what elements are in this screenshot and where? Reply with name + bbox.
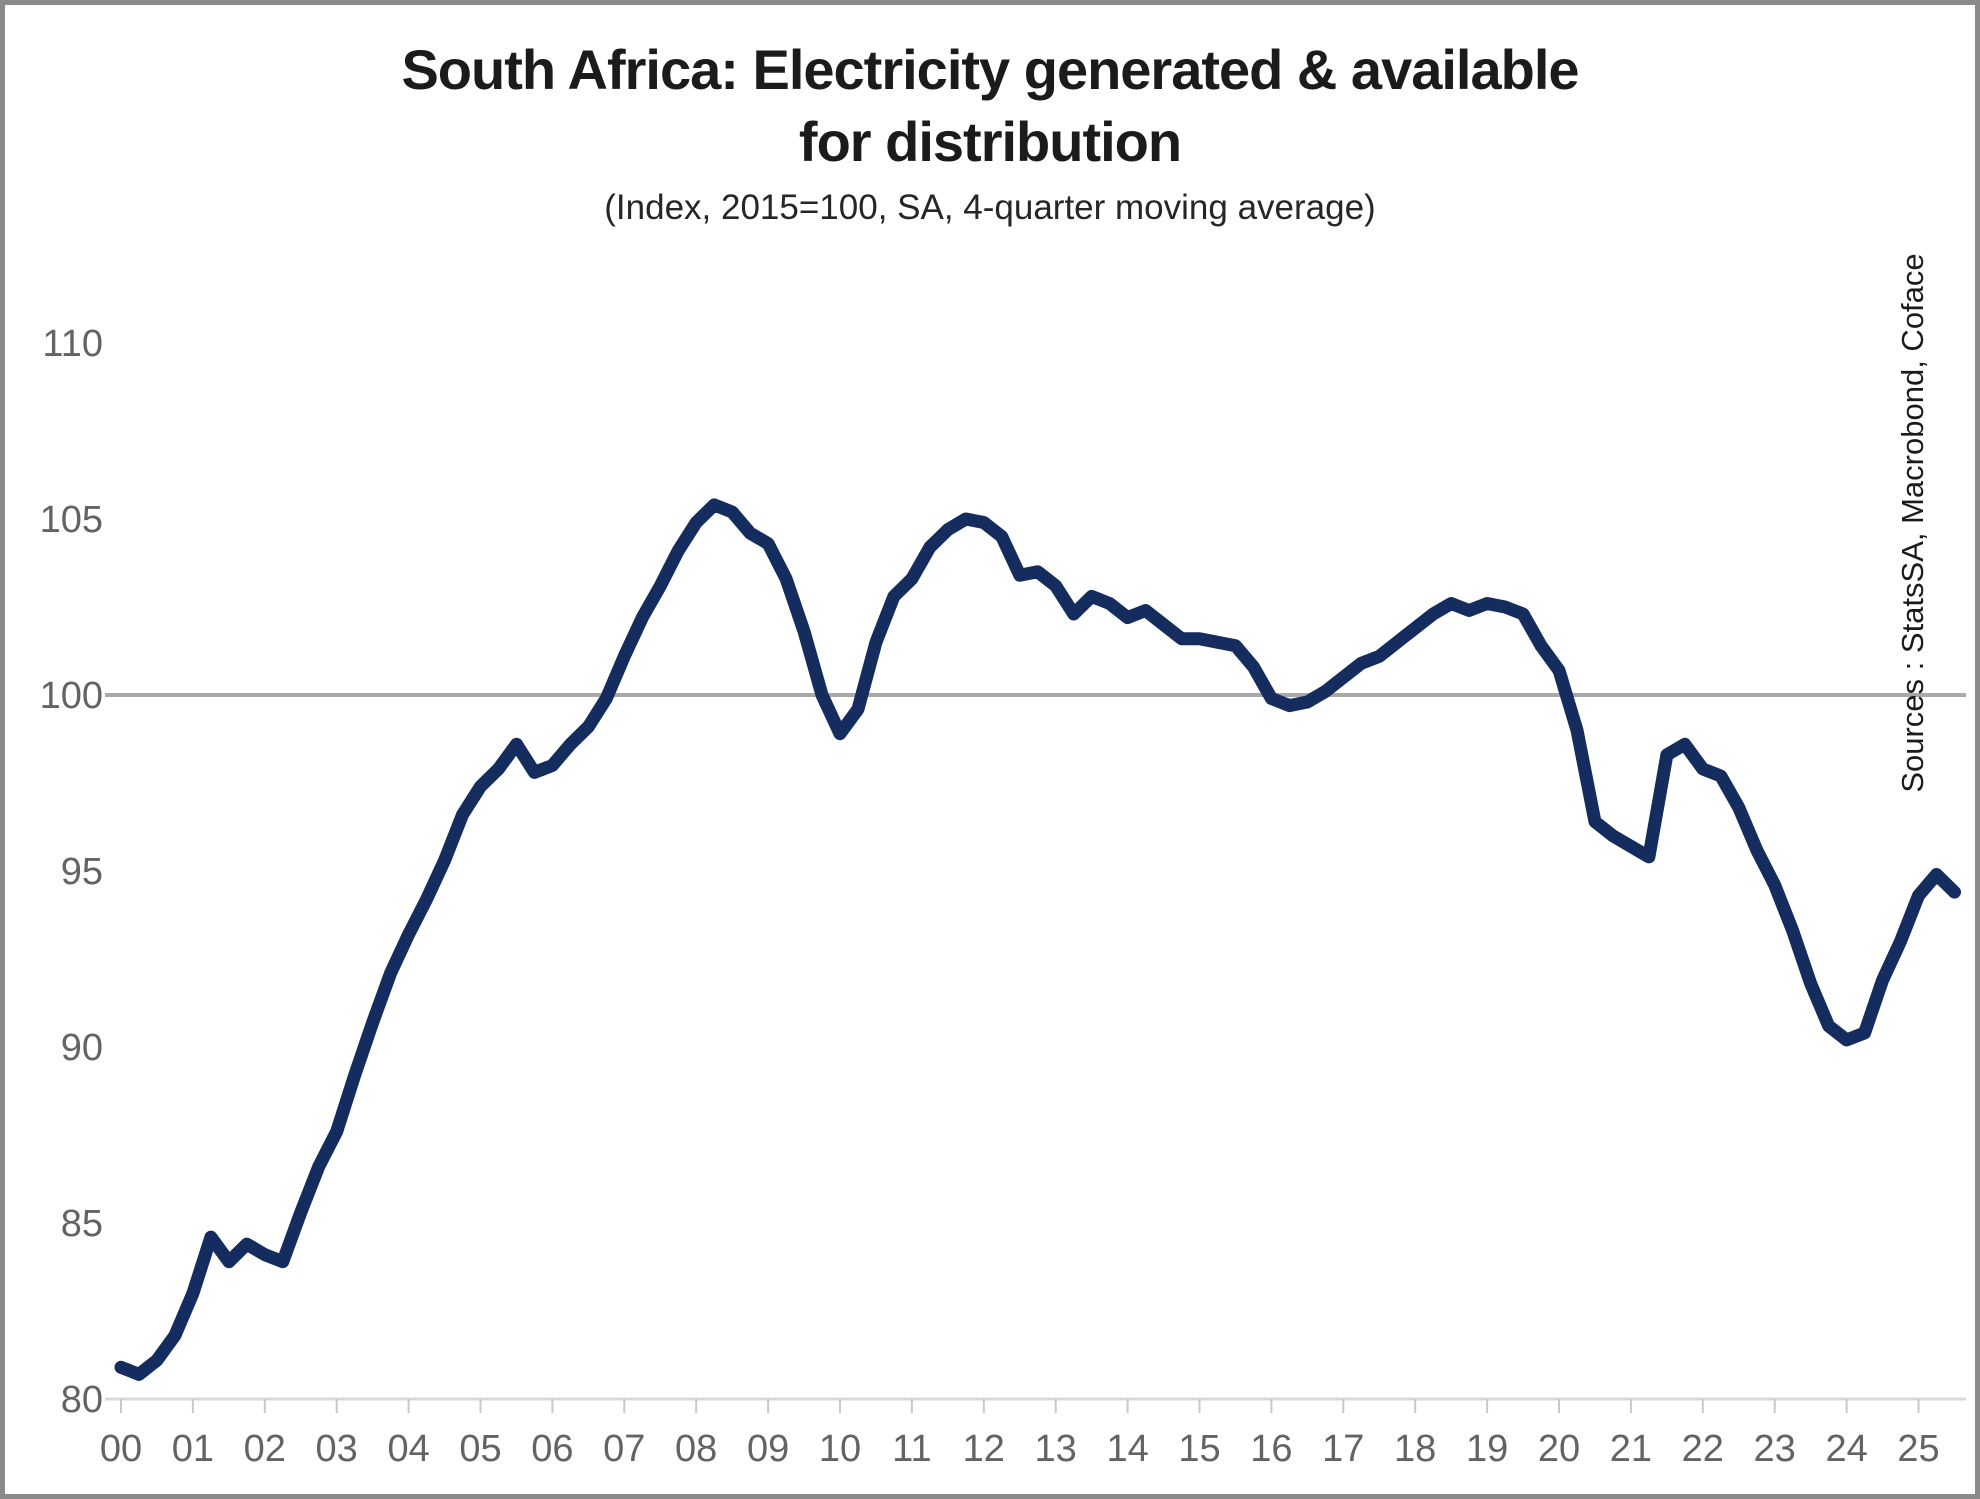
y-tick-label: 80 (61, 1379, 103, 1421)
source-note: Sources : StatsSA, Macrobond, Coface (1895, 253, 1930, 793)
x-tick-label: 00 (100, 1428, 142, 1470)
x-tick-label: 06 (531, 1428, 573, 1470)
x-tick-label: 04 (387, 1428, 429, 1470)
x-tick-label: 17 (1322, 1428, 1364, 1470)
y-tick-label: 85 (61, 1203, 103, 1245)
x-tick-label: 14 (1106, 1428, 1148, 1470)
chart-title-line1: South Africa: Electricity generated & av… (401, 38, 1579, 101)
y-tick-label: 90 (61, 1027, 103, 1069)
x-tick-label: 07 (603, 1428, 645, 1470)
y-tick-label: 110 (42, 323, 103, 365)
chart-subtitle: (Index, 2015=100, SA, 4-quarter moving a… (604, 188, 1376, 227)
x-tick-label: 02 (244, 1428, 286, 1470)
y-tick-label: 95 (61, 851, 103, 893)
x-tick-label: 24 (1825, 1428, 1867, 1470)
x-tick-label: 20 (1538, 1428, 1580, 1470)
x-tick-label: 08 (675, 1428, 717, 1470)
x-tick-label: 09 (747, 1428, 789, 1470)
y-tick-label: 105 (40, 499, 103, 541)
chart-header: South Africa: Electricity generated & av… (0, 34, 1980, 228)
x-tick-label: 01 (172, 1428, 214, 1470)
x-tick-label: 15 (1178, 1428, 1220, 1470)
y-tick-label: 100 (40, 675, 103, 717)
x-tick-label: 05 (459, 1428, 501, 1470)
x-tick-label: 13 (1035, 1428, 1077, 1470)
x-tick-label: 10 (819, 1428, 861, 1470)
x-tick-label: 12 (963, 1428, 1005, 1470)
x-tick-label: 22 (1682, 1428, 1724, 1470)
series-line (114, 498, 1961, 1381)
x-tick-label: 18 (1394, 1428, 1436, 1470)
x-tick-label: 23 (1754, 1428, 1796, 1470)
x-tick-label: 25 (1897, 1428, 1939, 1470)
chart-title-line2: for distribution (798, 110, 1182, 173)
x-tick-label: 03 (316, 1428, 358, 1470)
x-tick-label: 16 (1250, 1428, 1292, 1470)
x-tick-label: 19 (1466, 1428, 1508, 1470)
x-tick-label: 21 (1610, 1428, 1652, 1470)
x-tick-label: 11 (892, 1428, 931, 1470)
